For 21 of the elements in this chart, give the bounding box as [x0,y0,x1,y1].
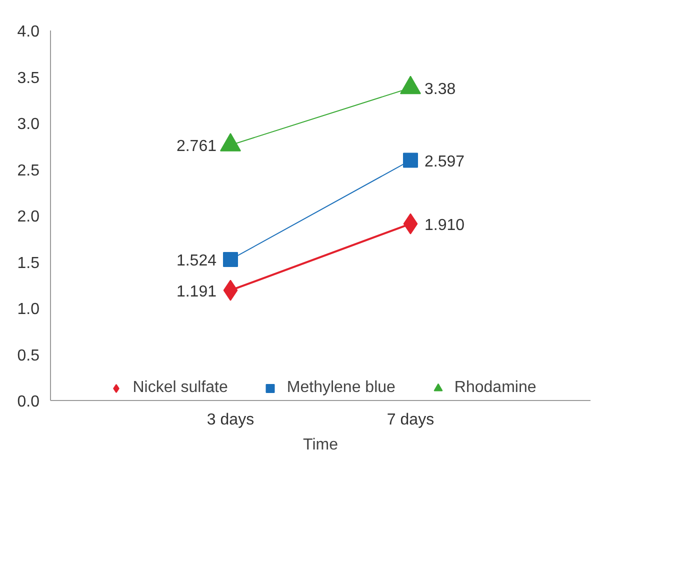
x-axis-title: Time [303,436,338,454]
text: 2.597 [424,153,465,170]
y-tick-label: 1.5 [17,254,40,272]
y-tick-label: 0.5 [17,347,40,364]
y-tick-label: 2.5 [17,162,40,180]
x-tick-label: 3 days [206,412,254,428]
text: 3.38 [424,80,456,98]
y-tick-label: 3.0 [17,116,40,133]
legend-label: Methylene blue [286,379,396,397]
y-tick-label: 4.0 [17,24,40,40]
y-tick-label: 1.0 [17,301,40,318]
text: 2.761 [176,138,217,156]
x-tick-label: 7 days [386,412,434,428]
legend-label: Rhodamine [454,379,536,397]
text: 1.191 [176,283,217,300]
text: 1.524 [176,252,217,270]
y-tick-label: 0.0 [17,394,40,410]
text: 1.910 [424,216,465,234]
legend-label: Nickel sulfate [132,379,228,397]
y-tick-label: 2.0 [17,208,40,226]
y-tick-label: 3.5 [17,70,40,87]
